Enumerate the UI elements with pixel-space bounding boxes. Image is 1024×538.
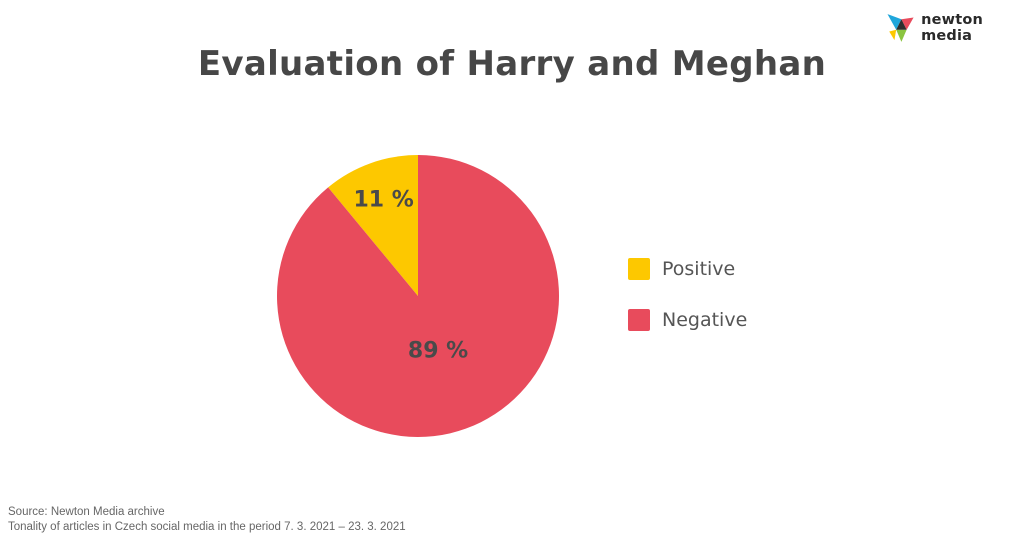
footer: Source: Newton Media archive Tonality of…: [8, 505, 406, 535]
legend-item-positive: Positive: [628, 256, 747, 282]
pie-slice-negative: [277, 155, 559, 437]
source-text: Source: Newton Media archive: [8, 506, 165, 518]
newton-media-logo-icon: [887, 14, 914, 42]
pie-slice-positive: [328, 155, 418, 296]
data-label-positive: 11 %: [353, 187, 413, 212]
period-note: Tonality of articles in Czech social med…: [8, 521, 406, 533]
legend-swatch-positive: [628, 258, 650, 280]
legend-label-positive: Positive: [662, 258, 736, 280]
legend-label-negative: Negative: [662, 309, 748, 331]
logo-text: newton media: [921, 12, 984, 44]
legend: Positive Negative: [628, 256, 747, 358]
pie-chart: 11 % 89 %: [277, 155, 559, 437]
legend-swatch-negative: [628, 309, 650, 331]
chart-title: Evaluation of Harry and Meghan: [197, 44, 827, 84]
logo: newton media: [884, 8, 1024, 48]
legend-item-negative: Negative: [628, 307, 747, 333]
data-label-negative: 89 %: [408, 339, 468, 364]
